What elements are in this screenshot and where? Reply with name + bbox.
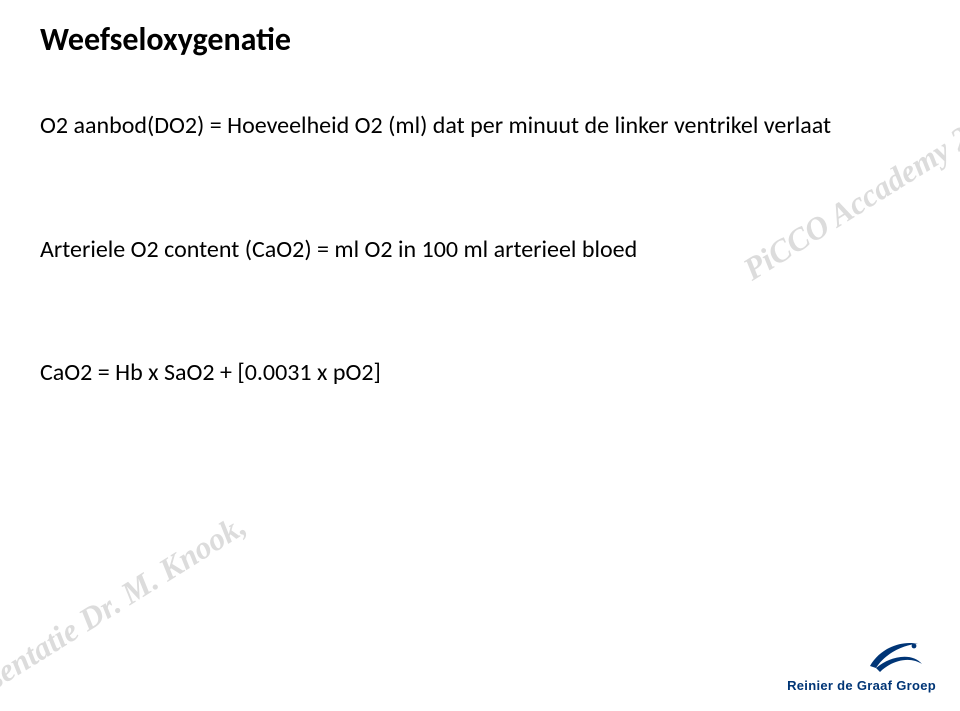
slide-title: Weefseloxygenatie bbox=[40, 20, 920, 59]
definition-cao2: Arteriele O2 content (CaO2) = ml O2 in 1… bbox=[40, 233, 920, 267]
slide: PiCCO Accademy 24-04-2014 Weefseloxygena… bbox=[0, 0, 960, 711]
footer-logo-text: Reinier de Graaf Groep bbox=[787, 678, 936, 693]
footer-logo: Reinier de Graaf Groep bbox=[787, 638, 936, 693]
logo-icon bbox=[866, 638, 926, 674]
watermark-bottom: Presentatie Dr. M. Knook, bbox=[0, 507, 253, 711]
formula-cao2: CaO2 = Hb x SaO2 + [0.0031 x pO2] bbox=[40, 356, 920, 390]
definition-do2: O2 aanbod(DO2) = Hoeveelheid O2 (ml) dat… bbox=[40, 109, 920, 143]
